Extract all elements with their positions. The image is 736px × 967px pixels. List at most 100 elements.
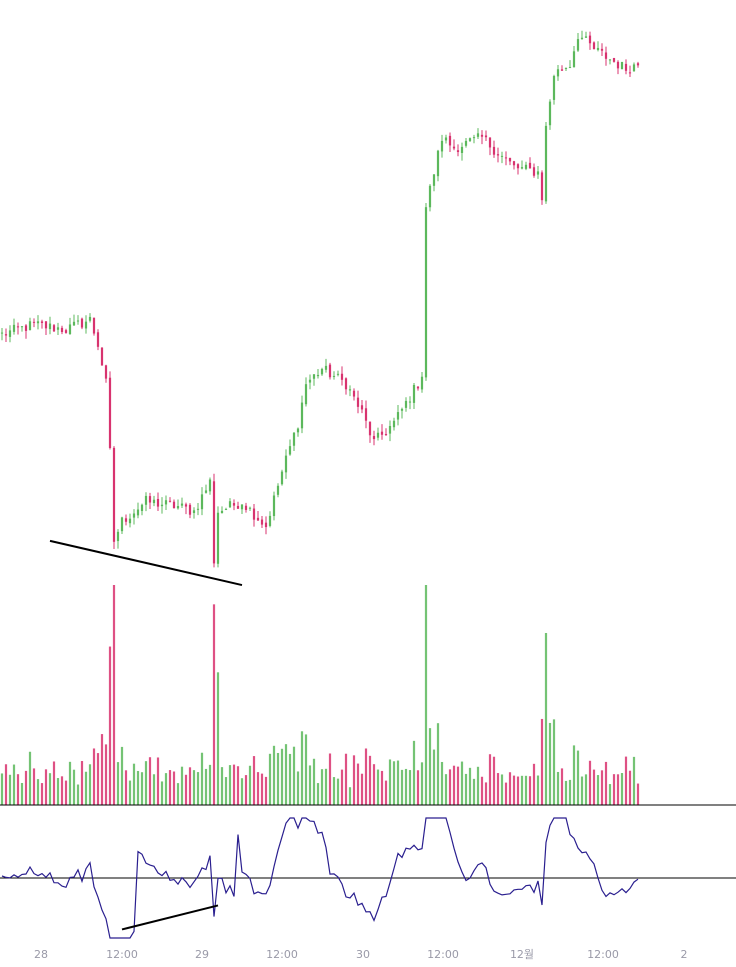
volume-bar bbox=[456, 766, 460, 805]
volume-bars bbox=[0, 585, 640, 805]
candle-body bbox=[8, 330, 12, 337]
candle-body bbox=[80, 318, 84, 328]
candle-body bbox=[56, 327, 60, 330]
candle-body bbox=[396, 412, 400, 420]
volume-bar bbox=[536, 775, 540, 805]
candle-body bbox=[420, 376, 424, 390]
candle-body bbox=[76, 320, 80, 322]
x-tick-label: 2 bbox=[681, 948, 688, 961]
volume-bar bbox=[316, 783, 320, 805]
candle-body bbox=[208, 479, 212, 492]
volume-bar bbox=[84, 771, 88, 805]
volume-bar bbox=[320, 769, 324, 805]
candle-body bbox=[464, 140, 468, 146]
candle-body bbox=[320, 368, 324, 375]
volume-bar bbox=[224, 777, 228, 805]
candle-body bbox=[592, 42, 596, 50]
candle-body bbox=[344, 378, 348, 390]
candle-body bbox=[60, 327, 64, 333]
candle-body bbox=[184, 504, 188, 507]
volume-bar bbox=[300, 731, 304, 805]
volume-bar bbox=[272, 745, 276, 805]
candle-body bbox=[168, 500, 172, 502]
candle-body bbox=[416, 386, 420, 389]
candle-body bbox=[408, 401, 412, 403]
candle-body bbox=[164, 500, 168, 505]
candle-body bbox=[536, 171, 540, 175]
volume-bar bbox=[568, 779, 572, 805]
candle-body bbox=[368, 421, 372, 436]
candle-body bbox=[228, 501, 232, 508]
candle-body bbox=[588, 35, 592, 44]
candle-body bbox=[348, 389, 352, 391]
candle-body bbox=[616, 61, 620, 69]
volume-bar bbox=[476, 766, 480, 805]
volume-bar bbox=[252, 756, 256, 805]
volume-bar bbox=[60, 776, 64, 805]
volume-bar bbox=[128, 780, 132, 805]
x-tick-label: 12:00 bbox=[427, 948, 459, 961]
candle-body bbox=[384, 433, 388, 435]
volume-bar bbox=[384, 780, 388, 805]
candle-body bbox=[548, 101, 552, 126]
volume-bar bbox=[544, 632, 548, 805]
candle-body bbox=[4, 334, 8, 336]
candle-body bbox=[28, 321, 32, 331]
volume-bar bbox=[124, 770, 128, 805]
candle-body bbox=[388, 426, 392, 434]
x-tick-label: 12:00 bbox=[106, 948, 138, 961]
candle-body bbox=[284, 455, 288, 473]
candle-body bbox=[120, 517, 124, 532]
candle-body bbox=[608, 59, 612, 61]
candle-body bbox=[380, 431, 384, 435]
candle-body bbox=[160, 504, 164, 507]
candle-body bbox=[324, 365, 328, 370]
volume-bar bbox=[612, 774, 616, 805]
candle-body bbox=[636, 63, 640, 66]
volume-bar bbox=[556, 771, 560, 805]
volume-bar bbox=[364, 748, 368, 805]
candle-body bbox=[136, 509, 140, 516]
candle-body bbox=[192, 510, 196, 514]
volume-bar bbox=[172, 771, 176, 805]
candle-body bbox=[532, 167, 536, 176]
volume-bar bbox=[216, 672, 220, 805]
candle-body bbox=[436, 150, 440, 177]
x-tick-label: 12:00 bbox=[266, 948, 298, 961]
volume-bar bbox=[312, 758, 316, 805]
x-axis: 28 12:00 29 12:00 30 12:00 12월 12:00 2 bbox=[34, 948, 688, 961]
volume-bar bbox=[480, 776, 484, 805]
candle-body bbox=[568, 67, 572, 69]
volume-bar bbox=[412, 740, 416, 805]
volume-bar bbox=[256, 772, 260, 805]
candle-body bbox=[352, 390, 356, 397]
candle-body bbox=[488, 137, 492, 148]
candle-body bbox=[564, 67, 568, 69]
candle-body bbox=[560, 69, 564, 71]
volume-bar bbox=[328, 753, 332, 805]
volume-bar bbox=[432, 749, 436, 805]
volume-bar bbox=[280, 748, 284, 805]
x-tick-label: 28 bbox=[34, 948, 48, 961]
candle-body bbox=[40, 321, 44, 323]
candle-body bbox=[88, 316, 92, 321]
candle-body bbox=[32, 321, 36, 323]
volume-bar bbox=[140, 772, 144, 805]
volume-bar bbox=[532, 763, 536, 805]
candle-body bbox=[300, 402, 304, 429]
volume-bar bbox=[604, 761, 608, 805]
candle-body bbox=[248, 507, 252, 509]
volume-bar bbox=[176, 783, 180, 805]
volume-bar bbox=[636, 783, 640, 805]
volume-bar bbox=[268, 753, 272, 805]
candle-body bbox=[376, 432, 380, 438]
volume-bar bbox=[404, 768, 408, 805]
candle-body bbox=[500, 155, 504, 157]
volume-bar bbox=[100, 734, 104, 805]
volume-bar bbox=[156, 757, 160, 805]
candle-body bbox=[100, 347, 104, 366]
candle-body bbox=[204, 490, 208, 493]
candle-body bbox=[392, 420, 396, 428]
volume-bar bbox=[628, 770, 632, 805]
candle-body bbox=[340, 373, 344, 380]
